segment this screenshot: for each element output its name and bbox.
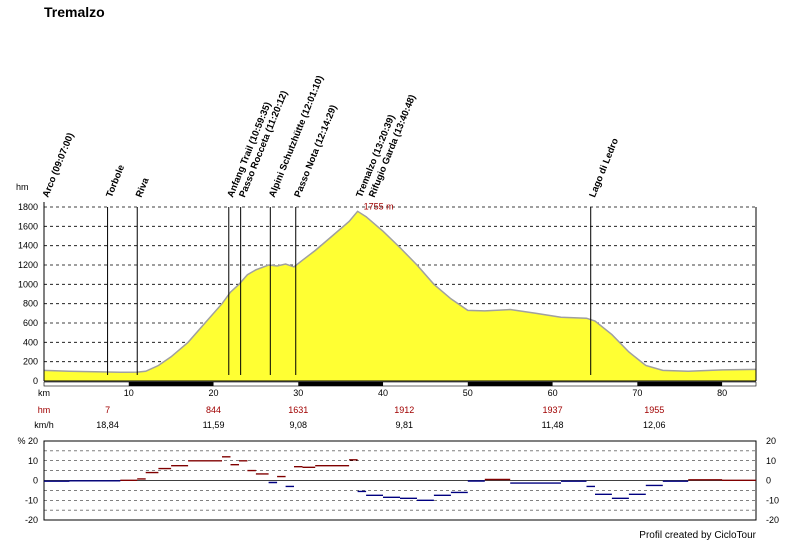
summary-kmh-value: 12,06 — [643, 420, 666, 430]
gradient-left-tick: -20 — [25, 515, 38, 525]
gradient-right-tick: 20 — [766, 436, 776, 446]
summary-kmh-value: 11,48 — [542, 420, 564, 430]
y-tick-label: 800 — [23, 299, 38, 309]
y-tick-label: 1800 — [18, 202, 38, 212]
x-tick-label: 60 — [548, 388, 558, 398]
x-tick-label: 40 — [378, 388, 388, 398]
chart-title: Tremalzo — [44, 4, 105, 20]
gradient-left-tick: 10 — [28, 456, 38, 466]
peak-label: 1755 m — [364, 201, 394, 211]
summary-kmh-value: 9,08 — [290, 420, 308, 430]
x-tick-label: 80 — [717, 388, 727, 398]
x-tick-label: 20 — [209, 388, 219, 398]
summary-hm-value: 7 — [105, 405, 110, 415]
summary-hm-label: hm — [38, 405, 51, 415]
gradient-chart: % 20 20 10 10 0 0 -10 -10 -20 -20 — [17, 436, 779, 525]
y-axis-unit: hm — [16, 182, 29, 192]
waypoint-label: Lago di Ledro — [587, 137, 621, 200]
km-scale-segment — [467, 382, 553, 386]
waypoint-labels: Arco (09:07:00) Torbole Riva Anfang Trail (… — [41, 74, 622, 199]
gradient-downhill-trace — [44, 480, 689, 501]
gradient-uphill-trace — [120, 456, 756, 481]
summary-hm-value: 1937 — [543, 405, 563, 415]
waypoint-label: Riva — [134, 176, 152, 199]
x-axis-unit: km — [38, 388, 50, 398]
y-tick-label: 1600 — [18, 221, 38, 231]
credit-text: Profil created by CicloTour — [639, 530, 756, 541]
km-axis: 10 20 30 40 50 60 70 80 km — [38, 381, 757, 398]
km-scale-frame — [43, 381, 757, 387]
y-tick-label: 1000 — [18, 279, 38, 289]
waypoint-lines — [107, 207, 592, 375]
km-scale-segment — [128, 382, 214, 386]
summary-hm-value: 844 — [206, 405, 221, 415]
elevation-axes: 0 200 400 600 800 1000 1200 1400 1600 1800 hm 1755 … — [16, 182, 757, 386]
y-tick-label: 0 — [33, 376, 38, 386]
y-tick-label: 600 — [23, 318, 38, 328]
y-tick-label: 1200 — [18, 260, 38, 270]
elevation-profile-line — [43, 210, 757, 374]
gradient-right-tick: 0 — [766, 476, 771, 486]
summary-hm-value: 1955 — [644, 405, 664, 415]
x-tick-label: 10 — [124, 388, 134, 398]
y-tick-label: 200 — [23, 357, 38, 367]
x-tick-label: 30 — [293, 388, 303, 398]
x-tick-label: 70 — [632, 388, 642, 398]
summary-kmh-value: 18,84 — [96, 420, 119, 430]
waypoint-label: Torbole — [104, 163, 127, 199]
gradient-left-tick: 0 — [33, 476, 38, 486]
summary-rows: hm km/h 7 18,84 844 11,59 1631 9,08 1912 9,81 1937… — [34, 405, 665, 430]
summary-hm-value: 1912 — [394, 405, 414, 415]
x-tick-label: 50 — [463, 388, 473, 398]
waypoint-label: Arco (09:07:00) — [41, 131, 77, 199]
gradient-right-tick: -20 — [766, 515, 779, 525]
summary-kmh-label: km/h — [34, 420, 54, 430]
gradient-right-tick: -10 — [766, 495, 779, 505]
summary-kmh-value: 11,59 — [203, 420, 225, 430]
y-tick-label: 400 — [23, 337, 38, 347]
gradient-left-tick: % 20 — [17, 436, 38, 446]
gradient-right-tick: 10 — [766, 456, 776, 466]
summary-kmh-value: 9,81 — [395, 420, 413, 430]
km-scale-segment — [637, 382, 723, 386]
summary-hm-value: 1631 — [288, 405, 308, 415]
y-tick-label: 1400 — [18, 241, 38, 251]
km-scale-segment — [298, 382, 384, 386]
elevation-profile-area — [44, 211, 756, 381]
gradient-left-tick: -10 — [25, 495, 38, 505]
